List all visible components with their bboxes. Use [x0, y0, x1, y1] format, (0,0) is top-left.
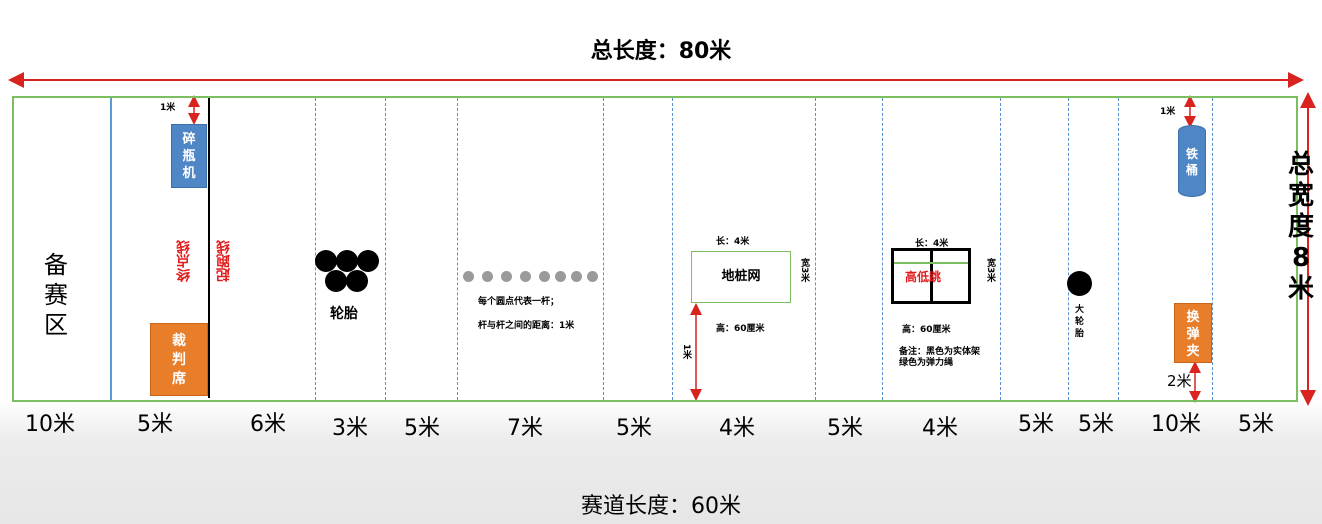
pole-icon	[520, 271, 531, 282]
big-tire-char: 胎	[1075, 329, 1085, 339]
lane-divider	[315, 98, 316, 400]
lane-divider	[815, 98, 816, 400]
magazine-swap-box: 换 弹 夹	[1174, 303, 1212, 363]
ground-net-gap-label: 1米	[681, 344, 691, 360]
pole-icon	[463, 271, 474, 282]
lane-divider	[882, 98, 883, 400]
segment-label: 3米	[332, 416, 368, 441]
ground-net-width: 宽3米	[799, 258, 809, 283]
segment-label: 5米	[1018, 412, 1054, 437]
lane-divider	[672, 98, 673, 400]
hurdle-elastic-rope	[894, 262, 968, 264]
pole-icon	[587, 271, 598, 282]
finish-line-label: 终点线	[176, 240, 192, 282]
barrel-gap-label: 1米	[1160, 107, 1176, 117]
judge-char: 判	[172, 352, 186, 368]
lane-divider	[385, 98, 386, 400]
hurdle-width: 宽3米	[985, 258, 995, 283]
tire-icon	[357, 250, 379, 272]
segment-label: 4米	[719, 416, 755, 441]
pole-icon	[571, 271, 582, 282]
track-length-title: 赛道长度：60米	[581, 494, 741, 519]
poles-note-1: 每个圆点代表一杆；	[478, 297, 560, 307]
barrel-char: 桶	[1185, 163, 1198, 177]
hurdle-length: 长：4米	[915, 239, 949, 249]
judge-char: 席	[172, 371, 186, 387]
segment-label: 5米	[616, 416, 652, 441]
big-tire-label: 大 轮 胎	[1075, 304, 1084, 340]
prep-zone-divider	[110, 98, 112, 400]
ground-net-label: 地桩网	[721, 269, 761, 284]
hurdle-middle-bar	[930, 248, 933, 304]
big-tire-icon	[1067, 271, 1092, 296]
bottle-machine-char: 碎	[182, 132, 196, 147]
segment-label: 7米	[507, 416, 543, 441]
segment-label: 5米	[137, 412, 173, 437]
prep-zone-label: 备赛区	[38, 250, 74, 340]
ground-net-height: 高：60厘米	[716, 324, 765, 334]
poles-note-2: 杆与杆之间的距离：1米	[478, 321, 575, 331]
start-line-label: 起跑线	[216, 240, 232, 282]
total-length-title: 总长度：80米	[590, 39, 732, 64]
prep-zone-text: 备赛区	[44, 251, 68, 339]
magazine-char: 夹	[1186, 344, 1200, 359]
total-width-char: 总	[1287, 150, 1314, 180]
magazine-char: 弹	[1186, 327, 1200, 342]
pole-icon	[539, 271, 550, 282]
segment-label: 5米	[1238, 412, 1274, 437]
barrel-box: 铁 桶	[1178, 125, 1206, 197]
lane-divider	[603, 98, 604, 400]
hurdle-note-2: 绿色为弹力绳	[899, 358, 954, 368]
tire-icon	[346, 270, 368, 292]
tire-icon	[315, 250, 337, 272]
big-tire-char: 轮	[1075, 317, 1085, 327]
total-width-char: 米	[1287, 274, 1314, 304]
barrel-char: 铁	[1185, 147, 1198, 161]
lane-divider	[457, 98, 458, 400]
pole-icon	[501, 271, 512, 282]
tires-label: 轮胎	[330, 306, 358, 322]
lane-divider	[1118, 98, 1119, 400]
segment-label: 5米	[404, 416, 440, 441]
finish-start-line	[208, 98, 210, 398]
bottle-machine-box: 碎 瓶 机	[171, 124, 207, 188]
segment-label: 5米	[827, 416, 863, 441]
tire-icon	[336, 250, 358, 272]
bottle-gap-label: 1米	[160, 103, 176, 113]
segment-label: 6米	[250, 412, 286, 437]
bottle-machine-char: 机	[182, 166, 196, 181]
magazine-gap-label: 2米	[1167, 372, 1192, 390]
hurdle-label: 高低跳	[905, 270, 942, 284]
judge-char: 裁	[172, 333, 186, 349]
hurdle-height: 高：60厘米	[902, 325, 951, 335]
track-field	[12, 96, 1298, 402]
segment-label: 5米	[1078, 412, 1114, 437]
big-tire-char: 大	[1075, 305, 1085, 315]
total-width-char: 8	[1291, 243, 1311, 273]
ground-net-box: 地桩网	[691, 251, 791, 303]
segment-label: 10米	[25, 412, 75, 437]
lane-divider	[1068, 98, 1069, 400]
tire-icon	[325, 270, 347, 292]
lane-divider	[1212, 98, 1213, 400]
pole-icon	[555, 271, 566, 282]
ground-net-length: 长：4米	[716, 237, 750, 247]
total-width-char: 度	[1287, 212, 1314, 242]
total-width-label: 总 宽 度 8 米	[1286, 150, 1316, 305]
lane-divider	[1000, 98, 1001, 400]
hurdle-note-1: 备注：黑色为实体架	[899, 347, 981, 357]
magazine-char: 换	[1186, 310, 1200, 325]
pole-icon	[482, 271, 493, 282]
total-width-char: 宽	[1287, 181, 1314, 211]
bottle-machine-char: 瓶	[182, 149, 196, 164]
judge-seat-box: 裁 判 席	[150, 323, 208, 396]
segment-label: 4米	[922, 416, 958, 441]
segment-label: 10米	[1151, 412, 1201, 437]
